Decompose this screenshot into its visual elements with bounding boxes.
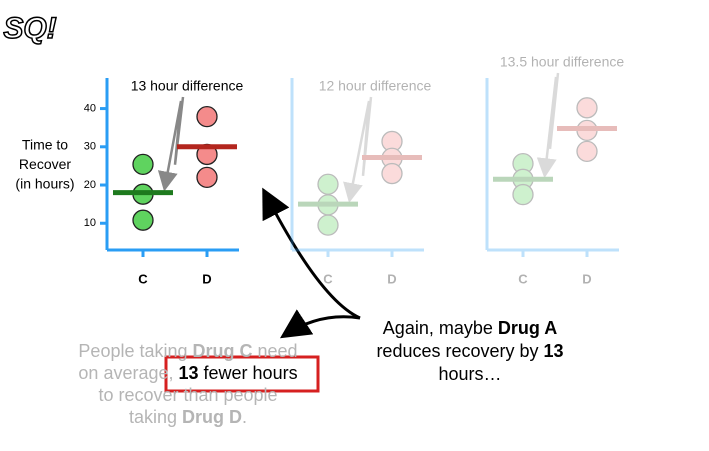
text-run: 13	[179, 363, 199, 383]
data-point	[576, 119, 598, 142]
logo: SQ!	[3, 12, 56, 45]
text-run: Drug C	[193, 341, 253, 361]
text-run: fewer hours	[199, 363, 298, 383]
x-tick-label: C	[518, 271, 528, 286]
text-line: taking Drug D.	[129, 407, 247, 427]
text-line: reduces recovery by 13	[376, 341, 563, 361]
text-line: on average, 13 fewer hours	[78, 363, 297, 383]
difference-label: 13 hour difference	[131, 78, 244, 94]
y-axis-label: Recover	[19, 156, 71, 172]
data-point	[317, 173, 339, 195]
text-run: taking	[129, 407, 182, 427]
data-point	[512, 183, 534, 206]
text-run: need	[253, 341, 298, 361]
data-point	[196, 166, 218, 189]
text-run: 13	[544, 341, 564, 361]
text-run: on average,	[78, 363, 178, 383]
text-line: Again, maybe Drug A	[383, 318, 557, 338]
chart: C D 13.5 hour difference	[485, 54, 624, 286]
text-run: Drug A	[498, 318, 557, 338]
x-tick-label: C	[138, 271, 148, 286]
y-tick-label: 10	[84, 217, 96, 229]
text-run: hours…	[438, 364, 501, 384]
text-line: hours…	[438, 364, 501, 384]
data-point	[132, 209, 154, 231]
difference-label: 13.5 hour difference	[500, 54, 624, 70]
data-point	[381, 162, 403, 185]
x-tick-label: D	[582, 271, 591, 286]
data-point	[196, 105, 218, 128]
pointer-arrow	[279, 309, 361, 339]
y-tick-label: 20	[84, 179, 96, 191]
data-point	[381, 147, 403, 169]
difference-arrow	[343, 96, 373, 204]
highlight-box	[164, 355, 320, 393]
y-tick-label: 40	[84, 102, 96, 114]
chart: C D 12 hour difference	[290, 78, 432, 286]
x-tick-label: D	[202, 271, 211, 286]
data-point	[512, 152, 534, 175]
x-tick-label: D	[387, 271, 396, 286]
chart: C D 10 20 30 40 Time to Recover (in hours) 13 hou…	[15, 78, 243, 287]
text-run: People taking	[78, 341, 192, 361]
difference-arrow	[157, 96, 185, 192]
data-point	[512, 168, 534, 190]
data-point	[381, 130, 403, 153]
pointer-arrow	[262, 187, 361, 320]
text-run: .	[242, 407, 247, 427]
difference-label: 12 hour difference	[319, 78, 432, 94]
text-line: People taking Drug C need	[78, 341, 297, 361]
text-run: Drug D	[182, 407, 242, 427]
data-point	[576, 97, 598, 119]
x-tick-label: C	[323, 271, 333, 286]
data-point	[317, 214, 339, 236]
y-axis-label: (in hours)	[15, 176, 74, 192]
data-point	[132, 153, 154, 176]
data-point	[576, 140, 598, 163]
text-run: Again, maybe	[383, 318, 498, 338]
difference-arrow	[536, 72, 560, 179]
text-run: reduces recovery by	[376, 341, 543, 361]
y-tick-label: 30	[84, 141, 96, 153]
text-line: to recover than people	[98, 385, 277, 405]
y-axis-label: Time to	[22, 137, 68, 153]
text-run: to recover than people	[98, 385, 277, 405]
data-point	[317, 194, 339, 216]
